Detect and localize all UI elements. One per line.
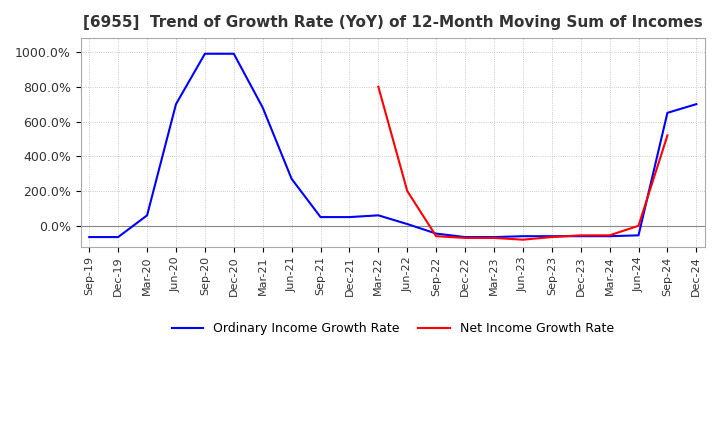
Net Income Growth Rate bbox=[518, 237, 527, 242]
Net Income Growth Rate bbox=[606, 233, 614, 238]
Ordinary Income Growth Rate bbox=[85, 235, 94, 240]
Ordinary Income Growth Rate bbox=[230, 51, 238, 56]
Net Income Growth Rate bbox=[374, 84, 382, 89]
Ordinary Income Growth Rate bbox=[432, 231, 441, 236]
Title: [6955]  Trend of Growth Rate (YoY) of 12-Month Moving Sum of Incomes: [6955] Trend of Growth Rate (YoY) of 12-… bbox=[83, 15, 703, 30]
Net Income Growth Rate bbox=[634, 223, 643, 228]
Net Income Growth Rate bbox=[403, 188, 412, 194]
Ordinary Income Growth Rate bbox=[692, 102, 701, 107]
Line: Net Income Growth Rate: Net Income Growth Rate bbox=[378, 87, 667, 240]
Ordinary Income Growth Rate bbox=[287, 176, 296, 181]
Line: Ordinary Income Growth Rate: Ordinary Income Growth Rate bbox=[89, 54, 696, 237]
Ordinary Income Growth Rate bbox=[403, 221, 412, 227]
Ordinary Income Growth Rate bbox=[258, 105, 267, 110]
Ordinary Income Growth Rate bbox=[114, 235, 122, 240]
Net Income Growth Rate bbox=[547, 235, 556, 240]
Ordinary Income Growth Rate bbox=[547, 234, 556, 239]
Net Income Growth Rate bbox=[577, 233, 585, 238]
Ordinary Income Growth Rate bbox=[374, 213, 382, 218]
Ordinary Income Growth Rate bbox=[577, 234, 585, 239]
Net Income Growth Rate bbox=[432, 234, 441, 239]
Ordinary Income Growth Rate bbox=[490, 235, 498, 240]
Net Income Growth Rate bbox=[461, 235, 469, 241]
Net Income Growth Rate bbox=[663, 133, 672, 138]
Ordinary Income Growth Rate bbox=[606, 234, 614, 239]
Net Income Growth Rate bbox=[490, 235, 498, 241]
Ordinary Income Growth Rate bbox=[663, 110, 672, 115]
Ordinary Income Growth Rate bbox=[201, 51, 210, 56]
Legend: Ordinary Income Growth Rate, Net Income Growth Rate: Ordinary Income Growth Rate, Net Income … bbox=[167, 318, 618, 341]
Ordinary Income Growth Rate bbox=[345, 214, 354, 220]
Ordinary Income Growth Rate bbox=[518, 234, 527, 239]
Ordinary Income Growth Rate bbox=[171, 102, 180, 107]
Ordinary Income Growth Rate bbox=[316, 214, 325, 220]
Ordinary Income Growth Rate bbox=[461, 235, 469, 240]
Ordinary Income Growth Rate bbox=[634, 233, 643, 238]
Ordinary Income Growth Rate bbox=[143, 213, 151, 218]
